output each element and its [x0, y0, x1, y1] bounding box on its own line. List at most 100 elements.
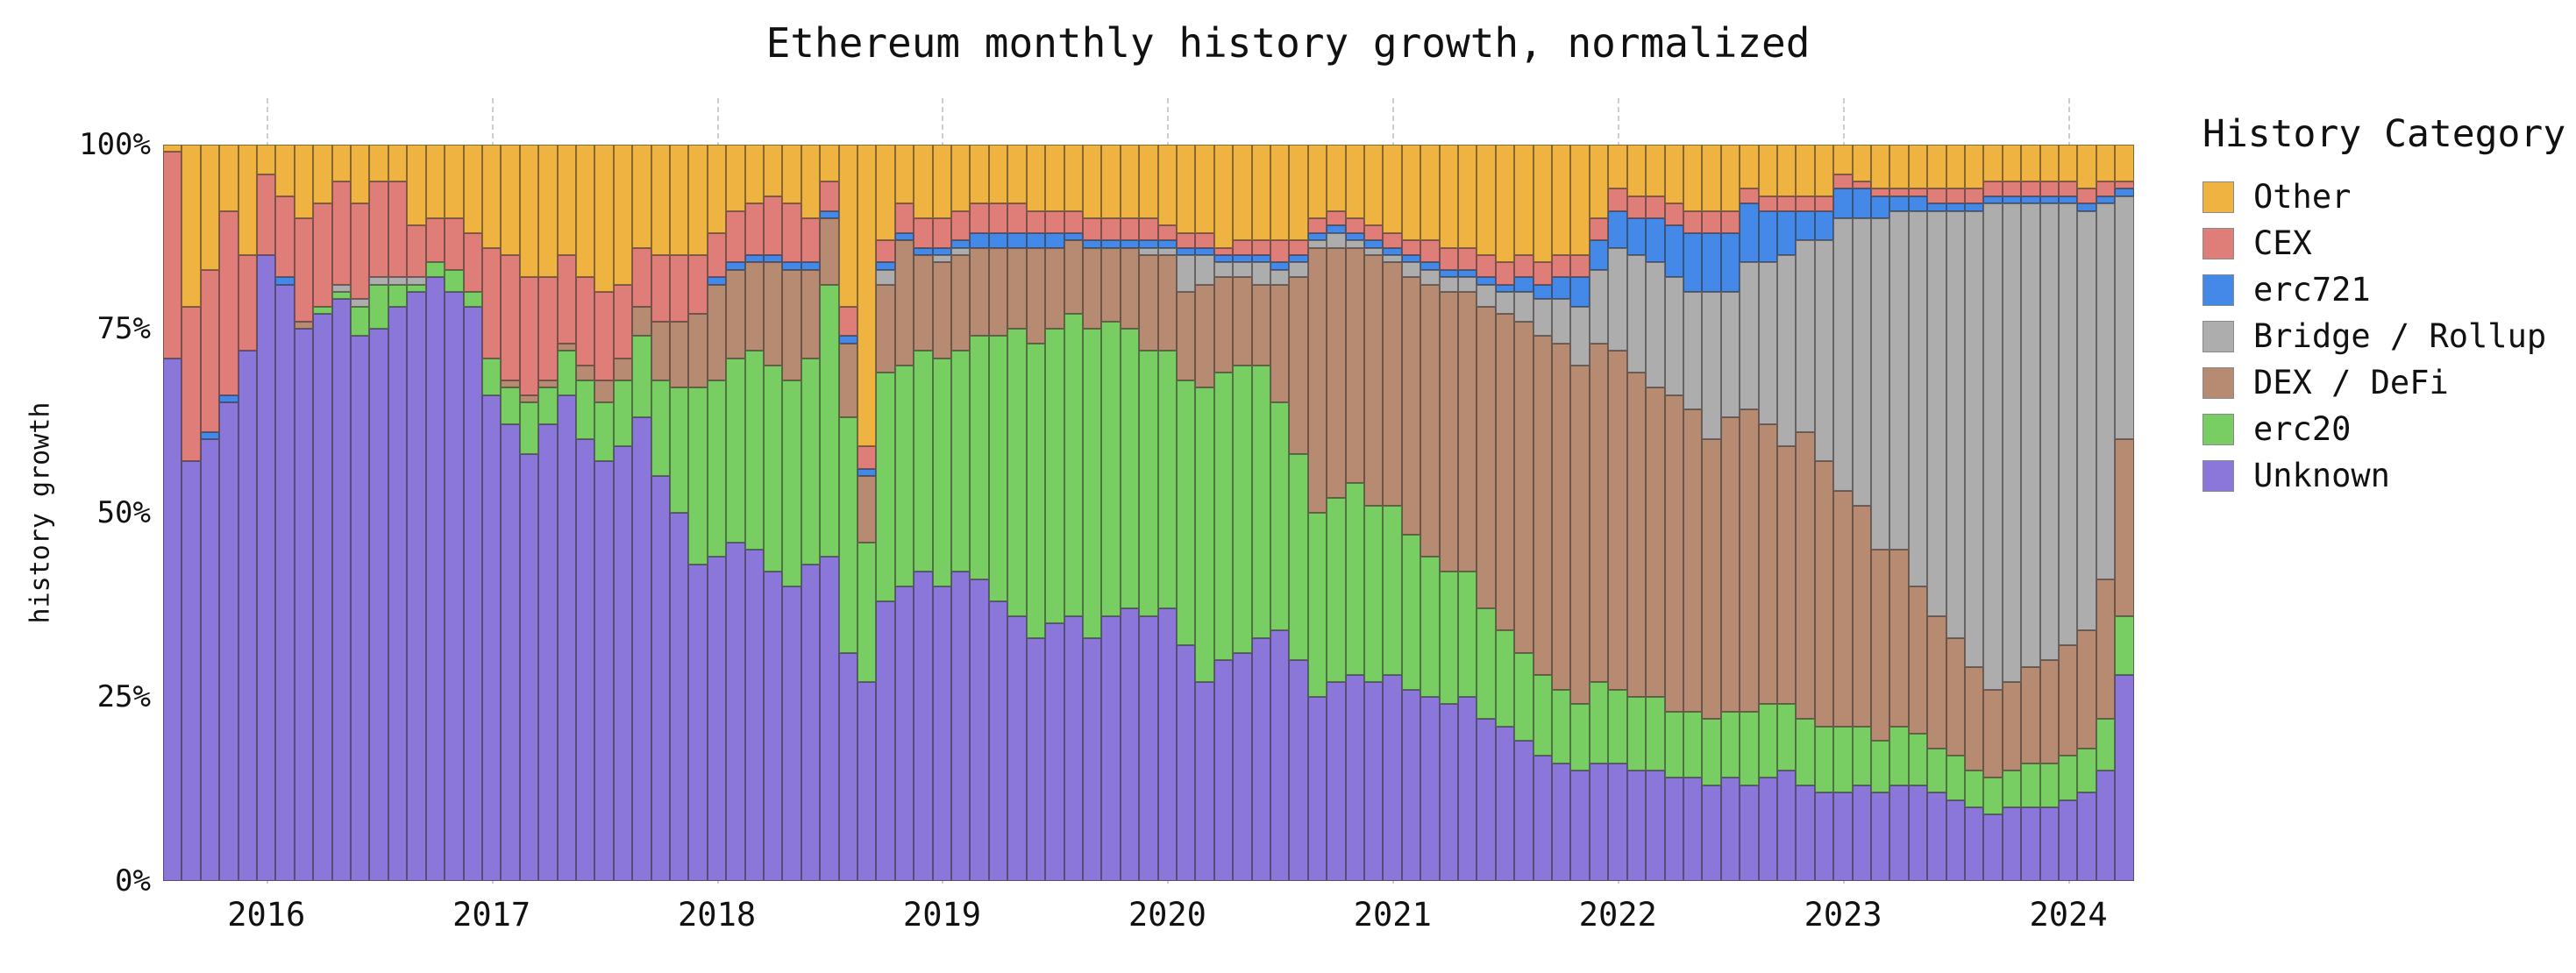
bar-segment	[1026, 343, 1046, 638]
bar-segment	[1270, 145, 1290, 241]
bar-segment	[1927, 203, 1946, 211]
month-bar	[1064, 145, 1083, 881]
legend-label: Bridge / Rollup	[2253, 317, 2547, 355]
bar-segment	[914, 351, 933, 572]
bar-segment	[1889, 210, 1909, 550]
bar-segment	[613, 358, 633, 380]
month-bar	[313, 145, 332, 881]
month-bar	[651, 145, 670, 881]
bar-segment	[726, 269, 745, 359]
month-bar	[2021, 145, 2040, 881]
bar-segment	[1776, 446, 1797, 705]
bar-segment	[181, 145, 201, 307]
bar-segment	[894, 145, 914, 204]
bar-segment	[857, 446, 877, 469]
bar-segment	[1176, 232, 1196, 248]
bar-segment	[688, 145, 708, 256]
bar-segment	[1327, 225, 1346, 233]
bar-segment	[1852, 181, 1871, 189]
bar-segment	[1833, 792, 1853, 881]
bar-segment	[1251, 262, 1270, 285]
bar-segment	[970, 579, 989, 881]
bar-segment	[801, 262, 821, 270]
bar-segment	[1533, 336, 1553, 675]
bar-segment	[1683, 711, 1703, 778]
bar-segment	[613, 145, 633, 285]
month-bar	[425, 145, 445, 881]
bar-segment	[594, 145, 614, 293]
bar-segment	[538, 277, 558, 380]
bar-segment	[1852, 188, 1871, 219]
bar-segment	[1720, 210, 1740, 233]
bar-segment	[2077, 210, 2096, 631]
month-bar	[669, 145, 689, 881]
month-bar	[2002, 145, 2022, 881]
bar-segment	[1477, 306, 1496, 609]
bar-segment	[200, 145, 220, 270]
bar-segment	[1251, 145, 1270, 241]
bar-segment	[1120, 247, 1140, 330]
bar-segment	[1908, 734, 1928, 785]
bar-segment	[181, 306, 201, 462]
month-bar	[407, 145, 426, 881]
bar-segment	[1589, 269, 1609, 344]
bar-segment	[2002, 771, 2022, 807]
bar-segment	[445, 218, 464, 270]
bar-segment	[445, 292, 464, 881]
bar-segment	[951, 247, 971, 256]
bar-segment	[1082, 145, 1102, 219]
bar-segment	[1552, 689, 1571, 763]
bar-segment	[1889, 195, 1909, 211]
bar-segment	[1345, 247, 1364, 484]
bar-segment	[932, 262, 952, 359]
bar-segment	[1589, 240, 1609, 270]
bar-segment	[1401, 535, 1421, 690]
month-bar	[764, 145, 783, 881]
bar-segment	[857, 476, 877, 543]
bar-segment	[988, 203, 1008, 233]
bar-segment	[932, 586, 952, 881]
month-bar	[1702, 145, 1721, 881]
month-bar	[351, 145, 370, 881]
month-bar	[1758, 145, 1777, 881]
month-bar	[1176, 145, 1196, 881]
bar-segment	[163, 358, 182, 881]
month-bar	[200, 145, 220, 881]
bar-segment	[1439, 247, 1459, 270]
legend-item: Other	[2202, 174, 2565, 220]
month-bar	[1082, 145, 1102, 881]
bar-segment	[1776, 771, 1797, 881]
month-bar	[632, 145, 651, 881]
bar-segment	[707, 145, 727, 233]
bar-segment	[594, 461, 614, 881]
bar-segment	[1064, 210, 1083, 233]
bar-segment	[782, 203, 801, 263]
bar-segment	[1139, 351, 1158, 616]
bar-segment	[688, 564, 708, 881]
legend-item: Unknown	[2202, 452, 2565, 499]
bar-segment	[951, 210, 971, 241]
month-bar	[1270, 145, 1290, 881]
bar-segment	[1533, 284, 1553, 300]
bar-segment	[2059, 756, 2078, 800]
bar-segment	[932, 247, 952, 256]
bar-segment	[1327, 232, 1346, 248]
bar-segment	[876, 262, 895, 270]
bar-segment	[1157, 255, 1177, 352]
bar-segment	[557, 145, 576, 256]
bar-segment	[1120, 218, 1140, 241]
bar-segment	[1946, 799, 1965, 881]
bar-segment	[914, 145, 933, 219]
bar-segment	[2021, 145, 2040, 182]
bar-segment	[820, 218, 839, 285]
month-bar	[1477, 145, 1496, 881]
bar-segment	[2002, 807, 2022, 881]
bar-segment	[876, 600, 895, 881]
bar-segment	[1101, 321, 1121, 616]
bar-segment	[275, 145, 295, 196]
bar-segment	[1139, 255, 1158, 352]
bar-segment	[1758, 704, 1777, 778]
bar-segment	[1101, 145, 1121, 219]
month-bar	[1889, 145, 1909, 881]
bar-segment	[1833, 188, 1853, 219]
